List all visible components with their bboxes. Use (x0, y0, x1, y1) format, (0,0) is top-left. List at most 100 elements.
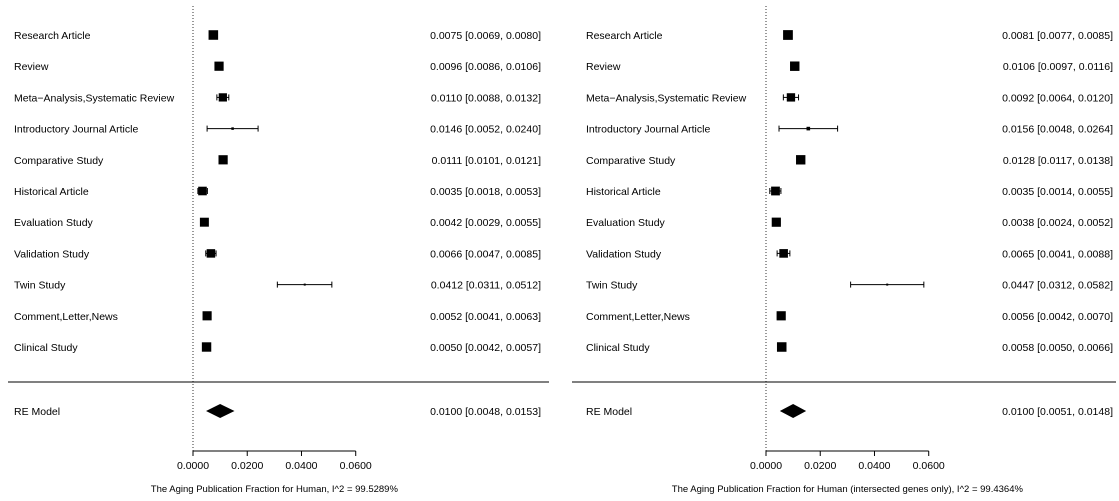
tick-label: 0.0600 (340, 460, 372, 472)
point-estimate (806, 126, 811, 131)
study-row: Evaluation Study 0.0042 [0.0029, 0.0055] (14, 217, 541, 229)
study-row: Twin Study 0.0447 [0.0312, 0.0582] (586, 280, 1113, 292)
study-label: Introductory Journal Article (14, 124, 138, 136)
estimate-text: 0.0038 [0.0024, 0.0052] (1002, 217, 1113, 229)
estimate-text: 0.0075 [0.0069, 0.0080] (430, 30, 541, 42)
point-estimate (231, 127, 234, 130)
estimate-text: 0.0111 [0.0101, 0.0121] (432, 155, 541, 167)
summary-text: 0.0100 [0.0051, 0.0148] (1002, 406, 1113, 418)
estimate-text: 0.0058 [0.0050, 0.0066] (1002, 342, 1113, 354)
estimate-text: 0.0128 [0.0117, 0.0138] (1003, 155, 1113, 167)
point-estimate (771, 186, 780, 196)
estimate-text: 0.0052 [0.0041, 0.0063] (430, 311, 541, 323)
study-row: Historical Article 0.0035 [0.0014, 0.0055… (586, 186, 1113, 198)
study-row: Research Article 0.0075 [0.0069, 0.0080] (14, 30, 541, 42)
point-estimate (201, 342, 212, 352)
study-label: Comparative Study (586, 155, 676, 167)
study-row: Review 0.0096 [0.0086, 0.0106] (14, 61, 541, 73)
point-estimate (202, 311, 212, 321)
study-row: Introductory Journal Article 0.0156 [0.00… (586, 124, 1113, 136)
x-axis-label: The Aging Publication Fraction for Human… (151, 484, 399, 495)
estimate-text: 0.0050 [0.0042, 0.0057] (430, 342, 541, 354)
point-estimate (790, 61, 800, 71)
study-label: Validation Study (14, 248, 90, 260)
study-label: Twin Study (14, 280, 66, 292)
estimate-text: 0.0412 [0.0311, 0.0512] (431, 280, 541, 292)
point-estimate (776, 311, 786, 321)
estimate-text: 0.0106 [0.0097, 0.0116] (1003, 61, 1113, 73)
point-estimate (208, 30, 219, 40)
tick-label: 0.0200 (231, 460, 263, 472)
x-axis-label: The Aging Publication Fraction for Human… (672, 484, 1024, 495)
study-row: Meta−Analysis,Systematic Review 0.0092 [0… (586, 92, 1113, 104)
summary-label: RE Model (14, 406, 60, 418)
study-row: Meta−Analysis,Systematic Review 0.0110 [0… (14, 92, 541, 104)
study-label: Clinical Study (14, 342, 78, 354)
study-label: Clinical Study (586, 342, 650, 354)
study-row: Historical Article 0.0035 [0.0018, 0.0053… (14, 186, 541, 198)
estimate-text: 0.0042 [0.0029, 0.0055] (430, 217, 541, 229)
study-row: Review 0.0106 [0.0097, 0.0116] (586, 61, 1113, 73)
point-estimate (199, 217, 209, 227)
study-label: Comment,Letter,News (14, 311, 118, 323)
study-row: Twin Study 0.0412 [0.0311, 0.0512] (14, 280, 541, 292)
point-estimate (303, 283, 306, 286)
x-axis: 0.0000 0.0200 0.0400 0.0600 The Aging Public… (151, 450, 399, 495)
estimate-text: 0.0035 [0.0018, 0.0053] (430, 186, 541, 198)
study-row: Comparative Study 0.0128 [0.0117, 0.0138] (586, 155, 1113, 167)
tick-label: 0.0000 (177, 460, 209, 472)
summary-label: RE Model (586, 406, 632, 418)
tick-label: 0.0400 (285, 460, 317, 472)
study-row: Clinical Study 0.0058 [0.0050, 0.0066] (586, 342, 1113, 354)
study-row: Research Article 0.0081 [0.0077, 0.0085] (586, 30, 1113, 42)
study-label: Historical Article (586, 186, 661, 198)
point-estimate (776, 342, 787, 352)
tick-label: 0.0600 (913, 460, 945, 472)
point-estimate (786, 93, 796, 102)
estimate-text: 0.0081 [0.0077, 0.0085] (1002, 30, 1113, 42)
estimate-text: 0.0447 [0.0312, 0.0582] (1002, 280, 1113, 292)
study-label: Meta−Analysis,Systematic Review (586, 92, 747, 104)
estimate-text: 0.0056 [0.0042, 0.0070] (1002, 311, 1113, 323)
estimate-text: 0.0035 [0.0014, 0.0055] (1002, 186, 1113, 198)
estimate-text: 0.0066 [0.0047, 0.0085] (430, 248, 541, 260)
study-row: Comparative Study 0.0111 [0.0101, 0.0121] (14, 155, 541, 167)
point-estimate (218, 155, 228, 165)
point-estimate (783, 30, 793, 40)
point-estimate (214, 61, 224, 71)
study-row: Comment,Letter,News 0.0056 [0.0042, 0.007… (586, 311, 1113, 323)
study-label: Evaluation Study (586, 217, 666, 229)
summary-row: RE Model 0.0100 [0.0051, 0.0148] (586, 404, 1113, 418)
study-label: Twin Study (586, 280, 638, 292)
forest-panel-1: Research Article 0.0075 [0.0069, 0.0080]R… (8, 6, 549, 495)
study-label: Introductory Journal Article (586, 124, 710, 136)
summary-diamond (779, 404, 807, 418)
summary-text: 0.0100 [0.0048, 0.0153] (430, 406, 541, 418)
tick-label: 0.0000 (750, 460, 782, 472)
point-estimate (198, 186, 207, 196)
study-label: Comment,Letter,News (586, 311, 690, 323)
forest-panel-2: Research Article 0.0081 [0.0077, 0.0085] R… (572, 6, 1116, 495)
study-row: Evaluation Study 0.0038 [0.0024, 0.0052] (586, 217, 1113, 229)
study-row: Validation Study 0.0066 [0.0047, 0.0085] (14, 248, 541, 260)
estimate-text: 0.0065 [0.0041, 0.0088] (1002, 248, 1113, 260)
estimate-text: 0.0092 [0.0064, 0.0120] (1002, 92, 1113, 104)
point-estimate (771, 217, 781, 227)
x-axis: 0.0000 0.0200 0.0400 0.0600 The Aging Public… (672, 450, 1024, 495)
study-label: Validation Study (586, 248, 662, 260)
tick-label: 0.0200 (804, 460, 836, 472)
point-estimate (218, 93, 227, 102)
study-label: Meta−Analysis,Systematic Review (14, 92, 175, 104)
point-estimate (779, 249, 788, 258)
study-label: Review (14, 61, 49, 73)
study-row: Clinical Study 0.0050 [0.0042, 0.0057] (14, 342, 541, 354)
study-row: Comment,Letter,News 0.0052 [0.0041, 0.006… (14, 311, 541, 323)
point-estimate (886, 283, 889, 286)
point-estimate (796, 155, 806, 165)
study-label: Research Article (14, 30, 91, 42)
estimate-text: 0.0096 [0.0086, 0.0106] (430, 61, 541, 73)
study-label: Evaluation Study (14, 217, 94, 229)
summary-row: RE Model 0.0100 [0.0048, 0.0153] (14, 404, 541, 418)
tick-label: 0.0400 (858, 460, 890, 472)
